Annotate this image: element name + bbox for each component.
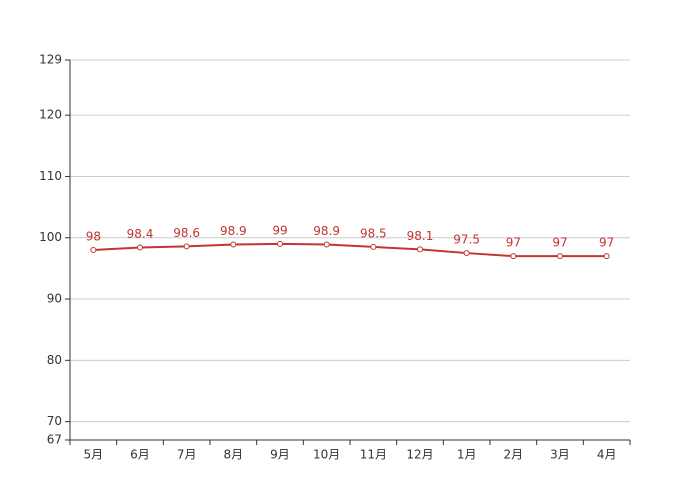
line xyxy=(93,242,607,258)
x-tick-label: 8月 xyxy=(224,448,244,462)
value-label: 98.5 xyxy=(360,226,387,240)
y-tick-label: 70 xyxy=(47,414,62,428)
point xyxy=(277,240,283,247)
point xyxy=(603,253,610,260)
y-tick-label: 110 xyxy=(39,169,62,183)
point xyxy=(323,241,330,248)
value-label: 98 xyxy=(86,230,101,244)
point xyxy=(137,244,143,251)
value-label: 98.9 xyxy=(313,224,340,238)
point xyxy=(557,253,563,260)
y-tick-label: 129 xyxy=(39,53,62,67)
point xyxy=(183,243,190,250)
point xyxy=(90,247,97,253)
x-tick-label: 9月 xyxy=(270,448,290,462)
value-label: 98.1 xyxy=(407,229,434,243)
value-label: 97 xyxy=(552,236,567,250)
y-tick-label: 80 xyxy=(47,353,62,367)
x-tick-label: 6月 xyxy=(130,448,150,462)
point xyxy=(463,250,470,257)
x-tick-label: 12月 xyxy=(406,448,433,462)
value-label: 97.5 xyxy=(453,233,480,247)
x-tick-label: 4月 xyxy=(597,448,617,462)
x-tick-label: 10月 xyxy=(313,448,340,462)
point xyxy=(370,243,377,250)
x-tick-label: 3月 xyxy=(550,448,570,462)
value-label: 98.4 xyxy=(127,227,154,241)
x-tick-label: 1月 xyxy=(457,448,477,462)
value-label: 98.9 xyxy=(220,224,247,238)
point xyxy=(510,253,517,260)
x-tick-label: 5月 xyxy=(84,448,104,462)
point xyxy=(230,241,237,248)
y-tick-label: 67 xyxy=(47,433,62,447)
y-tick-label: 100 xyxy=(39,230,62,244)
value-label: 97 xyxy=(599,236,614,250)
x-tick-label: 2月 xyxy=(504,448,524,462)
y-tick-label: 120 xyxy=(39,108,62,122)
value-label: 99 xyxy=(272,223,287,237)
value-label: 98.6 xyxy=(173,226,200,240)
x-tick-label: 7月 xyxy=(177,448,197,462)
point xyxy=(417,246,423,253)
x-tick-label: 11月 xyxy=(360,448,387,462)
value-label: 97 xyxy=(506,236,521,250)
y-tick-label: 90 xyxy=(47,292,62,306)
